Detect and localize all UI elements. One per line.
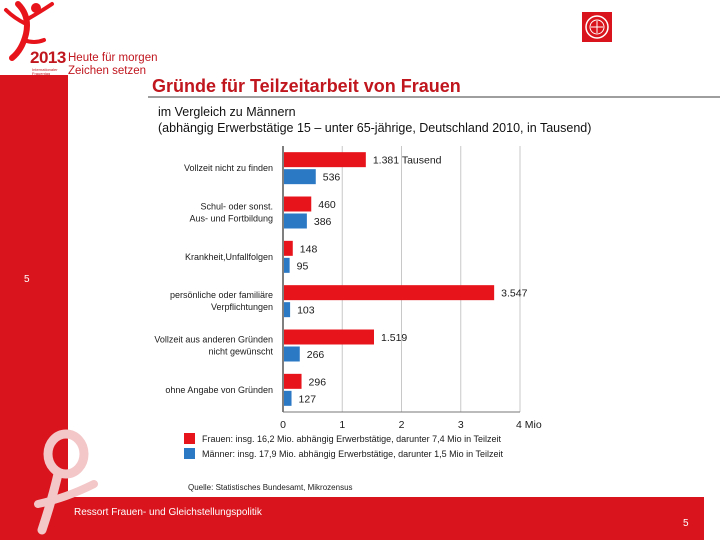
bar-men	[284, 169, 316, 185]
legend-swatch	[184, 448, 195, 459]
bar-men	[284, 346, 300, 362]
category-label: Aus- und Fortbildung	[189, 214, 273, 224]
category-label: Schul- oder sonst.	[200, 202, 273, 212]
venus-symbol-icon	[34, 429, 98, 535]
x-tick-label: 2	[399, 419, 405, 431]
bar-men	[284, 302, 291, 318]
x-tick-label: 4 Mio	[516, 419, 542, 431]
source-note: Quelle: Statistisches Bundesamt, Mikroze…	[188, 483, 353, 492]
bar-women	[284, 240, 293, 256]
data-label: 3.547	[501, 288, 527, 300]
data-label: 95	[297, 260, 309, 272]
category-label: persönliche oder familiäre	[170, 290, 273, 300]
category-label: Vollzeit nicht zu finden	[184, 163, 273, 173]
data-label: 103	[297, 305, 315, 317]
category-label: ohne Angabe von Gründen	[165, 385, 273, 395]
category-label: Verpflichtungen	[211, 302, 273, 312]
legend-label: Frauen: insg. 16,2 Mio. abhängig Erwerbs…	[202, 434, 501, 444]
campaign-logo: 2013 Heute für morgen Zeichen setzen Int…	[0, 0, 200, 85]
campaign-year: 2013	[30, 48, 66, 67]
data-label: 536	[323, 172, 341, 184]
footer-band	[68, 497, 704, 540]
tiny-line-1: Internationaler	[32, 67, 58, 72]
data-label: 266	[307, 349, 325, 361]
chart: 0 1 2 3 4 Mio Vollzeit nicht zu finden 1.381 T…	[154, 146, 542, 459]
bar-women	[284, 152, 366, 168]
legend-label: Männer: insg. 17,9 Mio. abhängig Erwerbs…	[202, 449, 503, 459]
campaign-small-text: Internationaler Frauentag	[32, 68, 64, 76]
chart-legend: Frauen: insg. 16,2 Mio. abhängig Erwerbs…	[184, 433, 503, 459]
bar-women	[284, 329, 375, 345]
tiny-line-2: Frauentag	[32, 71, 51, 76]
ig-metall-logo	[582, 12, 612, 42]
left-brand-band	[0, 75, 68, 540]
subtitle-line-2: (abhängig Erwerbstätige 15 – unter 65-jä…	[158, 121, 592, 135]
data-label: 386	[314, 216, 332, 228]
bar-women	[284, 373, 302, 389]
title-divider	[148, 96, 720, 98]
data-label: 296	[309, 376, 327, 388]
campaign-figure-icon	[4, 1, 54, 61]
page-title: Gründe für Teilzeitarbeit von Frauen	[152, 76, 461, 96]
chart-labels: 0 1 2 3 4 Mio Vollzeit nicht zu finden 1.381 T…	[154, 155, 541, 431]
bar-men	[284, 390, 292, 406]
footer-right-strip	[704, 497, 720, 540]
data-label: 460	[318, 199, 336, 211]
category-label: Vollzeit aus anderen Gründen	[154, 335, 273, 345]
campaign-slogan: Heute für morgen Zeichen setzen	[68, 52, 158, 78]
bar-women	[284, 285, 495, 301]
union-emblem-icon	[585, 15, 609, 39]
slide-number-left: 5	[24, 274, 30, 285]
data-label: 148	[300, 243, 318, 255]
footer-department: Ressort Frauen- und Gleichstellungspolit…	[74, 507, 262, 518]
chart-gridlines	[282, 146, 521, 413]
chart-bars	[284, 152, 495, 406]
bar-men	[284, 213, 307, 229]
subtitle-line-1: im Vergleich zu Männern	[158, 105, 296, 119]
x-tick-label: 1	[339, 419, 345, 431]
slogan-line-2: Zeichen setzen	[68, 65, 146, 77]
legend-swatch	[184, 433, 195, 444]
data-label: 1.381 Tausend	[373, 155, 442, 167]
bar-men	[284, 257, 290, 273]
x-tick-label: 0	[280, 419, 286, 431]
slogan-line-1: Heute für morgen	[68, 52, 158, 64]
data-label: 1.519	[381, 332, 407, 344]
slide-number-right: 5	[683, 518, 689, 529]
page-subtitle: im Vergleich zu Männern (abhängig Erwerb…	[158, 104, 591, 136]
x-tick-label: 3	[458, 419, 464, 431]
data-label: 127	[299, 393, 317, 405]
category-label: nicht gewünscht	[208, 347, 273, 357]
bar-women	[284, 196, 312, 212]
category-label: Krankheit,Unfallfolgen	[185, 252, 273, 262]
